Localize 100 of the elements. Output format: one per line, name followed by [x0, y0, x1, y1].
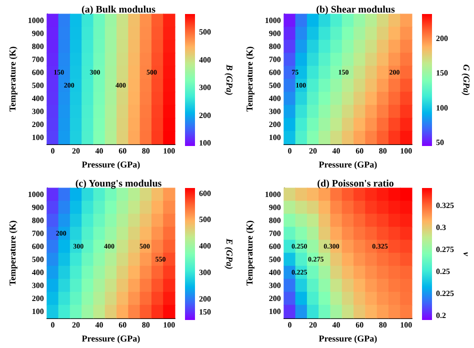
color-bar-label: 0.325 [436, 201, 454, 210]
color-bar-title: G (GPa) [462, 64, 472, 96]
color-bar-label: 150 [199, 308, 211, 317]
y-tick-label: 400 [268, 268, 281, 278]
chart-title: (a) Bulk modulus [82, 4, 156, 16]
x-tick-label: 100 [400, 146, 412, 156]
color-bar-label: 500 [199, 28, 211, 37]
x-tick-label: 20 [309, 320, 318, 330]
y-tick-label: 100 [268, 307, 281, 316]
y-tick-label: 500 [32, 81, 44, 90]
y-tick-label: 300 [32, 107, 44, 116]
color-bar-label: 150 [436, 68, 448, 78]
x-tick-label: 0 [50, 146, 55, 156]
y-tick-label: 200 [32, 294, 44, 304]
y-tick-label: 1000 [28, 190, 44, 200]
color-bar-label: 300 [199, 83, 211, 92]
x-tick-label: 80 [378, 146, 387, 156]
x-tick-label: 20 [72, 146, 80, 156]
color-bar-label: 100 [199, 138, 211, 148]
y-tick-label: 1000 [28, 16, 44, 26]
y-tick-label: 600 [268, 242, 281, 252]
y-axis-title: Temperature (K) [244, 220, 254, 286]
y-tick-label: 100 [268, 133, 281, 142]
color-bar-label: 0.2 [436, 311, 446, 320]
y-tick-label: 600 [32, 242, 44, 252]
y-tick-label: 700 [32, 229, 44, 238]
color-bar-label: 500 [199, 215, 211, 224]
y-tick-label: 300 [32, 281, 44, 290]
color-bar-label: 0.275 [436, 245, 454, 254]
y-tick-label: 900 [268, 203, 281, 212]
y-tick-label: 500 [32, 255, 44, 264]
x-tick-label: 20 [309, 146, 318, 156]
y-axis-title: Temperature (K) [244, 46, 254, 112]
x-tick-label: 40 [95, 320, 104, 330]
x-tick-label: 60 [118, 146, 127, 156]
y-tick-label: 400 [32, 268, 44, 278]
color-bar-label: 0.3 [436, 223, 446, 232]
x-tick-label: 0 [288, 146, 292, 156]
color-bar-title: ν [462, 252, 472, 257]
x-tick-label: 0 [288, 320, 292, 330]
y-axis-title: Temperature (K) [8, 220, 18, 286]
x-tick-label: 20 [72, 320, 80, 330]
y-tick-label: 800 [268, 216, 281, 226]
y-tick-label: 800 [32, 216, 44, 226]
y-tick-label: 1000 [264, 190, 281, 200]
y-tick-label: 900 [268, 29, 281, 38]
x-tick-label: 80 [378, 320, 387, 330]
x-tick-label: 60 [118, 320, 127, 330]
y-tick-label: 700 [32, 55, 44, 64]
chart-title: (b) Shear modulus [316, 4, 395, 16]
y-tick-label: 300 [268, 281, 281, 290]
x-axis-title: Pressure (GPa) [82, 334, 140, 344]
y-tick-label: 600 [268, 68, 281, 78]
x-tick-label: 100 [400, 320, 412, 330]
y-tick-label: 900 [32, 29, 44, 38]
x-tick-label: 80 [142, 320, 150, 330]
y-tick-label: 100 [32, 133, 44, 142]
y-tick-label: 400 [32, 94, 44, 104]
y-tick-label: 200 [32, 120, 44, 130]
x-axis-title: Pressure (GPa) [82, 160, 140, 170]
y-tick-label: 500 [268, 81, 281, 90]
color-bar-label: 0.25 [436, 267, 450, 276]
color-bar-label: 300 [199, 268, 211, 277]
x-tick-label: 40 [332, 146, 340, 156]
y-tick-label: 300 [268, 107, 281, 116]
y-tick-label: 800 [32, 42, 44, 52]
y-tick-label: 800 [268, 42, 281, 52]
color-bar-label: 200 [199, 110, 211, 120]
y-tick-label: 1000 [264, 16, 281, 26]
x-axis-title: Pressure (GPa) [318, 334, 378, 344]
x-tick-label: 40 [95, 146, 104, 156]
y-axis-title: Temperature (K) [8, 46, 18, 112]
chart-title: (d) Poisson's ratio [317, 178, 394, 190]
color-bar-label: 50 [436, 138, 444, 148]
chart-title: (c) Young's modulus [75, 178, 162, 190]
y-tick-label: 700 [268, 55, 281, 64]
x-tick-label: 40 [332, 320, 340, 330]
y-tick-label: 200 [268, 120, 281, 130]
color-bar-label: 200 [199, 294, 211, 304]
color-bar-label: 200 [436, 34, 448, 43]
x-tick-label: 80 [142, 146, 150, 156]
color-bar-label: 100 [436, 103, 448, 112]
color-bar-label: 0.225 [436, 289, 454, 298]
x-tick-label: 100 [163, 146, 176, 156]
y-tick-label: 100 [32, 307, 44, 316]
x-tick-label: 100 [163, 320, 176, 330]
x-tick-label: 0 [50, 320, 55, 330]
x-tick-label: 60 [356, 320, 364, 330]
x-tick-label: 60 [356, 146, 364, 156]
y-tick-label: 400 [268, 94, 281, 104]
color-bar-title: B (GPa) [224, 64, 234, 96]
y-tick-label: 900 [32, 203, 44, 212]
y-tick-label: 700 [268, 229, 281, 238]
color-bar-label: 400 [199, 242, 211, 251]
color-bar-title: E (GPa) [224, 238, 234, 270]
x-axis-title: Pressure (GPa) [318, 160, 378, 170]
y-tick-label: 200 [268, 294, 281, 304]
color-bar-label: 400 [199, 55, 211, 64]
y-tick-label: 500 [268, 255, 281, 264]
y-tick-label: 600 [32, 68, 44, 78]
